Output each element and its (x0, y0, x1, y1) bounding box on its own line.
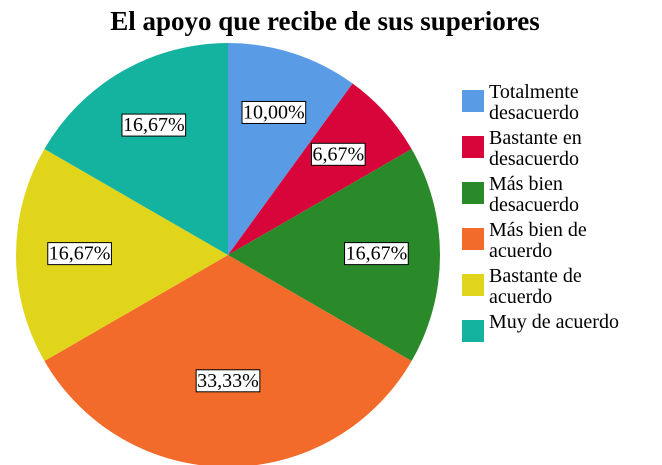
data-label-group: 16,67% (344, 242, 409, 266)
pie-slice (44, 43, 229, 255)
pie-slice (228, 149, 440, 362)
data-label: 16,67% (123, 114, 185, 136)
data-label-box (310, 142, 366, 166)
legend-swatch (462, 228, 484, 250)
legend-swatch (462, 182, 484, 204)
pie-slice (15, 149, 228, 362)
legend-swatch (462, 136, 484, 158)
legend-swatch (462, 274, 484, 296)
data-label-group: 6,67% (310, 142, 366, 166)
chart-title: El apoyo que recibe de sus superiores (110, 6, 540, 36)
data-label-group: 33,33% (195, 369, 261, 393)
pie-slice (228, 43, 353, 255)
legend-item: Bastante de acuerdo (462, 266, 662, 308)
legend-item: Más bien desacuerdo (462, 174, 662, 216)
legend-label: Más bien de acuerdo (489, 219, 587, 262)
legend-swatch (462, 320, 484, 342)
data-label-box (47, 242, 112, 266)
legend: Totalmente desacuerdo Bastante en desacue… (462, 82, 662, 346)
legend-label: Bastante en desacuerdo (489, 127, 582, 170)
pie-slice (44, 255, 412, 465)
data-label-group: 16,67% (121, 113, 187, 137)
legend-label: Más bien desacuerdo (489, 173, 579, 216)
legend-item: Muy de acuerdo (462, 312, 662, 342)
data-label-group: 16,67% (47, 242, 112, 266)
legend-item: Totalmente desacuerdo (462, 82, 662, 124)
data-label: 16,67% (49, 243, 111, 265)
data-label: 6,67% (312, 143, 364, 165)
legend-item: Bastante en desacuerdo (462, 128, 662, 170)
data-label: 33,33% (197, 370, 259, 392)
legend-label: Totalmente desacuerdo (489, 81, 579, 124)
data-label-box (121, 113, 187, 137)
pie-slice (228, 83, 412, 256)
legend-label: Bastante de acuerdo (489, 265, 582, 308)
legend-item: Más bien de acuerdo (462, 220, 662, 262)
data-label: 10,00% (243, 101, 305, 123)
data-label-box (344, 242, 409, 266)
data-label-group: 10,00% (241, 100, 307, 124)
data-label-box (241, 100, 307, 124)
data-label: 16,67% (346, 243, 408, 265)
legend-swatch (462, 90, 484, 112)
data-label-box (195, 369, 261, 393)
legend-label: Muy de acuerdo (489, 311, 619, 333)
